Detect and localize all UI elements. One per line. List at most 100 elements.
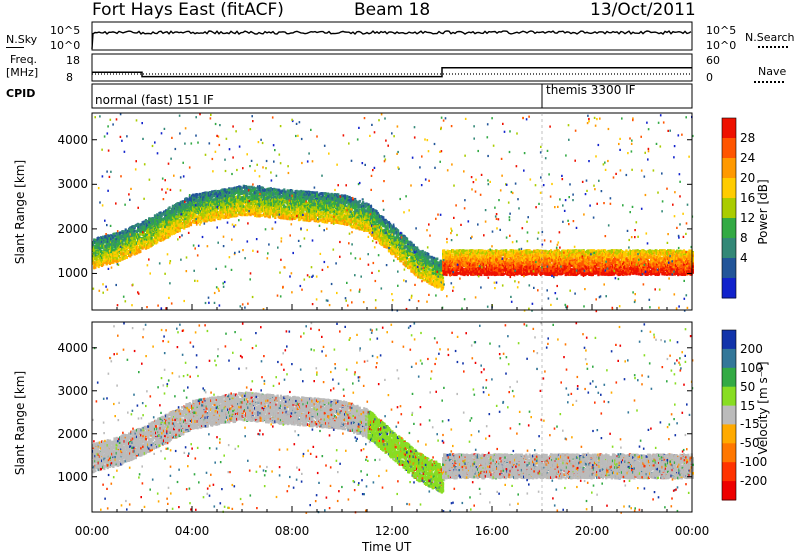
power-cell <box>143 229 146 232</box>
power-cell <box>106 259 109 262</box>
power-cell <box>93 257 96 261</box>
power-cell <box>97 239 100 243</box>
power-cell <box>143 227 146 230</box>
power-cell <box>200 221 203 224</box>
power-cell <box>103 250 106 254</box>
power-cell <box>98 261 101 265</box>
date-label: 13/Oct/2011 <box>590 2 696 19</box>
power-cell <box>152 220 155 224</box>
power-cell <box>129 243 132 247</box>
power-cell <box>234 195 238 199</box>
power-cell <box>129 235 132 238</box>
power-cell <box>134 245 137 249</box>
power-cell <box>115 254 118 258</box>
power-cell <box>189 221 193 225</box>
power-cell <box>141 246 144 249</box>
power-cell <box>134 240 137 244</box>
power-cell <box>340 222 343 225</box>
power-cell <box>115 239 118 243</box>
freq-label: Freq. <box>10 54 37 65</box>
power-cell <box>339 217 342 221</box>
power-cell <box>107 235 110 238</box>
power-cell <box>115 259 118 263</box>
power-cell <box>148 223 151 226</box>
power-cell <box>308 208 311 211</box>
power-cell <box>111 256 114 259</box>
power-cell <box>321 192 324 195</box>
power-cell <box>119 257 122 261</box>
power-cell <box>115 249 118 252</box>
power-cell <box>240 186 243 190</box>
power-cell <box>133 234 136 238</box>
power-cell <box>94 266 97 269</box>
power-cell <box>281 207 284 210</box>
xaxis-label: Time UT <box>362 541 411 553</box>
power-cell <box>111 236 114 239</box>
station-title: Fort Hays East (fitACF) <box>92 2 284 19</box>
power-cell <box>124 231 127 234</box>
power-cell <box>97 249 100 253</box>
power-cell <box>184 215 187 219</box>
power-scatter-layer <box>92 113 694 313</box>
power-cell <box>120 237 123 240</box>
frequency-line <box>92 67 692 78</box>
power-cell <box>162 233 166 236</box>
power-cell <box>97 255 100 258</box>
power-cell <box>125 256 128 259</box>
power-cell <box>143 245 146 249</box>
power-cell <box>134 229 137 233</box>
power-cell <box>93 252 96 256</box>
power-cell <box>311 191 314 194</box>
power-cell <box>344 214 347 218</box>
noise-sky-legend-line <box>6 47 24 48</box>
power-cell <box>124 242 127 246</box>
power-cell <box>129 254 132 258</box>
power-cell <box>344 194 347 197</box>
power-cell <box>114 245 117 248</box>
power-cell <box>117 242 121 245</box>
power-cell <box>131 236 134 240</box>
power-cell <box>116 253 119 256</box>
power-cell <box>97 243 100 246</box>
power-cell <box>139 230 142 233</box>
power-cell <box>303 195 306 199</box>
power-cell <box>97 265 100 269</box>
power-cell <box>153 215 157 218</box>
power-cell <box>102 242 105 246</box>
nave-tick-bottom: 0 <box>706 72 713 83</box>
power-cell <box>106 246 109 249</box>
power-cell <box>134 247 137 251</box>
power-cell <box>148 218 151 221</box>
power-cell <box>115 256 118 259</box>
power-cell <box>291 189 294 193</box>
power-cell <box>106 249 109 252</box>
power-cell <box>106 257 109 261</box>
power-cell <box>144 240 148 244</box>
power-cell <box>139 250 142 253</box>
power-cell <box>135 244 139 247</box>
power-cell <box>139 226 142 230</box>
power-cell <box>93 246 96 249</box>
power-cell <box>243 213 247 217</box>
power-cell <box>322 215 325 218</box>
power-cell <box>120 231 123 234</box>
power-cell <box>152 217 155 220</box>
power-cell <box>248 195 251 199</box>
power-cell <box>221 188 224 191</box>
power-cell <box>139 224 142 228</box>
power-cell <box>143 221 146 225</box>
power-cell <box>102 238 105 242</box>
power-cell <box>120 251 123 254</box>
power-cell <box>124 249 127 253</box>
power-cell <box>94 246 97 250</box>
power-cell <box>148 230 151 234</box>
power-cell <box>150 237 153 240</box>
power-cell <box>143 244 146 247</box>
beam-label: Beam 18 <box>354 2 430 19</box>
power-cell <box>101 258 104 261</box>
nave-label: Nave <box>758 66 786 77</box>
noise-left-tick-top: 10^5 <box>50 25 80 36</box>
power-cell <box>120 243 123 247</box>
noise-sky-line <box>91 30 692 50</box>
